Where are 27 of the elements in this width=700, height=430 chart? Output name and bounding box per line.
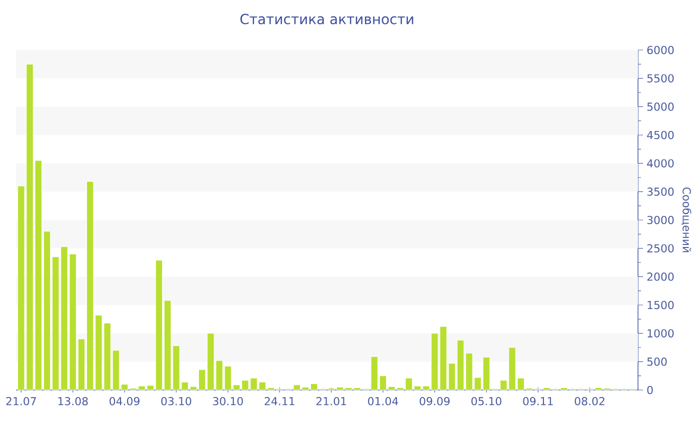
y-tick-label: 5500 <box>647 74 674 82</box>
y-tick-label: 6000 <box>647 46 674 54</box>
y-tick-label: 3000 <box>647 216 674 224</box>
y-tick-label: 5000 <box>647 102 674 111</box>
y-axis-title: Сообщений <box>681 187 692 252</box>
y-tick-label: 4500 <box>647 130 674 140</box>
x-tick-label: 24.11 <box>264 397 294 406</box>
x-tick-label: 09.11 <box>523 397 553 406</box>
y-tick-label: 3500 <box>647 188 674 196</box>
y-tick-label: 500 <box>647 358 667 366</box>
x-tick-label: 13.08 <box>58 397 88 406</box>
x-tick-label: 21.07 <box>6 397 36 406</box>
chart-title: Статистика активности <box>240 14 414 24</box>
y-tick-label: 1000 <box>648 329 674 338</box>
x-tick-label: 30.10 <box>213 397 243 406</box>
y-tick-label: 2500 <box>647 244 674 252</box>
x-tick-label: 03.10 <box>161 397 192 406</box>
x-tick-label: 04.09 <box>110 397 140 406</box>
x-tick-label: 08.02 <box>574 397 604 406</box>
y-tick-label: 4000 <box>647 159 674 168</box>
x-tick-label: 05.10 <box>471 397 502 406</box>
x-tick-label: 21.01 <box>316 397 346 406</box>
x-tick-label: 09.09 <box>420 397 450 406</box>
y-tick-label: 2000 <box>647 272 674 281</box>
y-tick-label: 0 <box>647 386 653 394</box>
y-tick-label: 1500 <box>648 300 674 310</box>
x-tick-label: 01.04 <box>368 397 398 406</box>
